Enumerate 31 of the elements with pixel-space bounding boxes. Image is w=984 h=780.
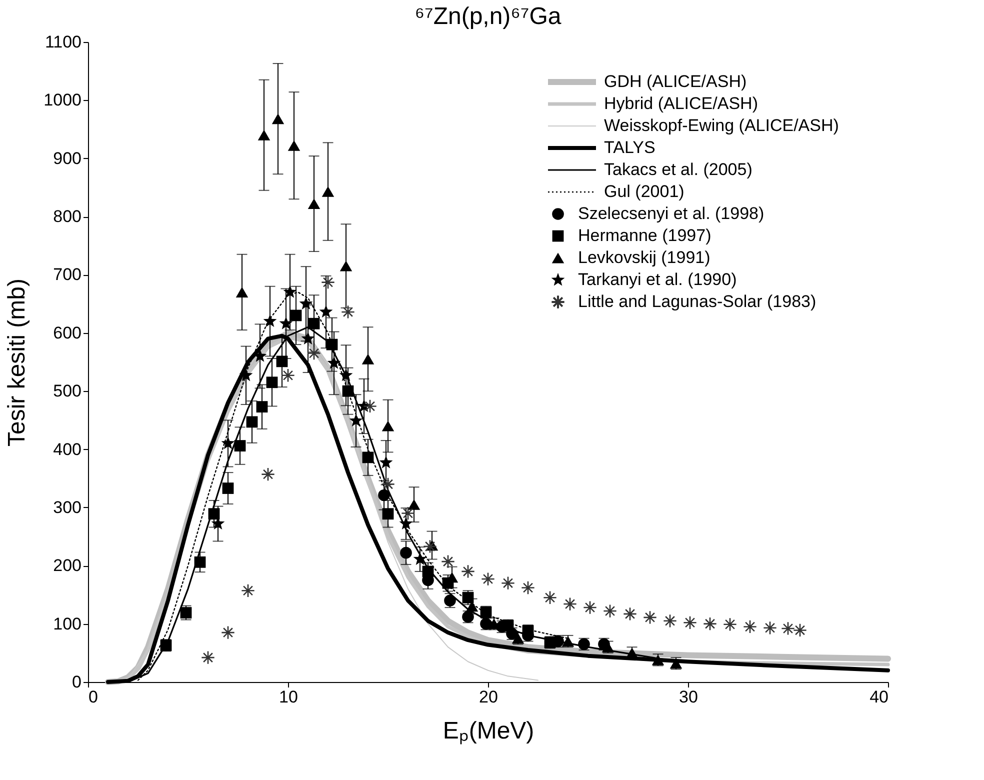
legend-label: Takacs et al. (2005) [604,160,752,179]
x-tick-label: 10 [279,688,298,706]
legend-label: TALYS [604,138,656,157]
legend-label: Gul (2001) [604,182,684,201]
y-tick-label: 1000 [44,90,82,110]
x-tick-label: 40 [870,688,888,706]
y-axis-title: Tesir kesiti (mb) [4,278,31,447]
y-tick-label: 1100 [44,32,82,52]
y-tick-label: 600 [53,323,82,342]
y-tick-label: 400 [53,440,82,459]
legend-label: Weisskopf-Ewing (ALICE/ASH) [604,116,839,135]
legend-label: Little and Lagunas-Solar (1983) [578,292,816,311]
legend-label: Levkovskij (1991) [578,248,710,267]
x-tick-label: 0 [88,688,98,706]
x-axis-title: Eₚ(MeV) [442,718,534,744]
legend-label: GDH (ALICE/ASH) [604,72,747,91]
chart-title: ⁶⁷Zn(p,n)⁶⁷Ga [414,3,562,30]
y-tick-label: 900 [53,148,82,168]
legend-label: Hermanne (1997) [578,226,712,245]
legend-label: Szelecsenyi et al. (1998) [578,204,764,223]
x-tick-label: 30 [679,688,698,706]
y-tick-label: 500 [53,382,82,401]
y-tick-label: 700 [53,265,82,284]
y-tick-label: 300 [53,498,82,517]
y-tick-label: 200 [53,556,82,576]
legend-label: Tarkanyi et al. (1990) [578,270,737,289]
y-tick-label: 100 [53,614,82,634]
y-tick-label: 800 [53,207,82,226]
x-tick-label: 20 [479,688,498,706]
legend-label: Hybrid (ALICE/ASH) [604,94,758,113]
y-tick-label: 0 [72,672,82,692]
